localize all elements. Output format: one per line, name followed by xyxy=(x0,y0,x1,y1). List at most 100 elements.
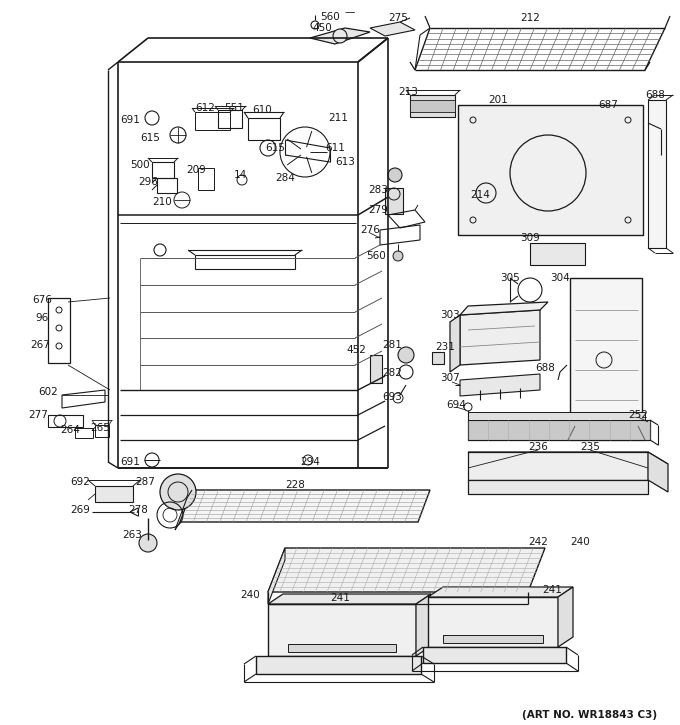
Text: 211: 211 xyxy=(328,113,348,123)
Text: 228: 228 xyxy=(285,480,305,490)
Polygon shape xyxy=(468,420,650,440)
Text: 693: 693 xyxy=(382,392,402,402)
Text: 560: 560 xyxy=(320,12,340,22)
Text: 610: 610 xyxy=(252,105,272,115)
Text: 688: 688 xyxy=(535,363,555,373)
Bar xyxy=(198,168,214,190)
Text: 209: 209 xyxy=(186,165,206,175)
Bar xyxy=(248,118,280,140)
Text: 287: 287 xyxy=(135,477,155,487)
Text: 602: 602 xyxy=(38,387,58,397)
Text: 212: 212 xyxy=(520,13,540,23)
Text: 294: 294 xyxy=(300,457,320,467)
Bar xyxy=(410,100,455,112)
Text: 235: 235 xyxy=(580,442,600,452)
Text: 500: 500 xyxy=(130,160,150,170)
Text: 283: 283 xyxy=(368,185,388,195)
Bar xyxy=(443,635,543,643)
Text: (ART NO. WR18843 C3): (ART NO. WR18843 C3) xyxy=(522,710,658,720)
Text: 252: 252 xyxy=(628,410,648,420)
Text: 676: 676 xyxy=(32,295,52,305)
Text: 450: 450 xyxy=(312,23,332,33)
Text: 275: 275 xyxy=(388,13,408,23)
Polygon shape xyxy=(416,594,431,656)
Text: 615: 615 xyxy=(265,143,285,153)
Text: 278: 278 xyxy=(128,505,148,515)
Text: 241: 241 xyxy=(330,593,350,603)
Text: 267: 267 xyxy=(30,340,50,350)
Text: 14: 14 xyxy=(233,170,247,180)
Bar xyxy=(530,243,585,265)
Text: 303: 303 xyxy=(440,310,460,320)
Bar xyxy=(370,355,382,383)
Text: 281: 281 xyxy=(382,340,402,350)
Polygon shape xyxy=(460,310,540,365)
Polygon shape xyxy=(256,656,421,674)
Circle shape xyxy=(393,251,403,261)
Text: 692: 692 xyxy=(70,477,90,487)
Circle shape xyxy=(398,347,414,363)
Polygon shape xyxy=(460,374,540,396)
Polygon shape xyxy=(468,480,648,494)
Text: 210: 210 xyxy=(152,197,172,207)
Circle shape xyxy=(160,474,196,510)
Circle shape xyxy=(388,168,402,182)
Polygon shape xyxy=(428,597,558,647)
Text: 615: 615 xyxy=(140,133,160,143)
Bar xyxy=(410,95,455,117)
Text: 241: 241 xyxy=(542,585,562,595)
Text: 612: 612 xyxy=(195,103,215,113)
Bar xyxy=(195,112,230,130)
Text: 304: 304 xyxy=(550,273,570,283)
Text: 611: 611 xyxy=(325,143,345,153)
Text: 265: 265 xyxy=(90,423,110,433)
Polygon shape xyxy=(268,548,545,592)
Bar xyxy=(95,486,133,502)
Polygon shape xyxy=(468,412,645,420)
Text: 242: 242 xyxy=(528,537,548,547)
Bar xyxy=(95,425,109,437)
Bar xyxy=(48,298,70,363)
Polygon shape xyxy=(450,315,460,372)
Bar xyxy=(385,188,403,214)
Text: 296: 296 xyxy=(138,177,158,187)
Polygon shape xyxy=(268,548,285,604)
Text: 551: 551 xyxy=(224,103,244,113)
Polygon shape xyxy=(180,490,430,522)
Text: 688: 688 xyxy=(645,90,665,100)
Text: 694: 694 xyxy=(446,400,466,410)
Text: 613: 613 xyxy=(335,157,355,167)
Bar xyxy=(648,100,666,248)
Text: 284: 284 xyxy=(275,173,295,183)
Text: 277: 277 xyxy=(28,410,48,420)
Bar xyxy=(195,255,295,269)
Bar xyxy=(570,278,642,426)
Text: 305: 305 xyxy=(500,273,520,283)
Circle shape xyxy=(333,29,347,43)
Polygon shape xyxy=(648,452,668,492)
Polygon shape xyxy=(558,587,573,647)
Text: 279: 279 xyxy=(368,205,388,215)
Bar xyxy=(432,352,444,364)
Bar xyxy=(288,644,396,652)
Bar xyxy=(75,428,93,438)
Text: 240: 240 xyxy=(570,537,590,547)
Text: 691: 691 xyxy=(120,457,140,467)
Polygon shape xyxy=(460,302,548,315)
Text: 687: 687 xyxy=(598,100,618,110)
Text: 236: 236 xyxy=(528,442,548,452)
Polygon shape xyxy=(458,105,643,235)
Bar xyxy=(48,415,83,427)
Polygon shape xyxy=(268,594,431,604)
Polygon shape xyxy=(268,604,416,656)
Bar xyxy=(152,162,174,178)
Text: 96: 96 xyxy=(35,313,49,323)
Text: 263: 263 xyxy=(122,530,142,540)
Text: 452: 452 xyxy=(346,345,366,355)
Circle shape xyxy=(139,534,157,552)
Text: —: — xyxy=(345,7,355,17)
Text: 240: 240 xyxy=(240,590,260,600)
Text: 231: 231 xyxy=(435,342,455,352)
Text: 213: 213 xyxy=(398,87,418,97)
Text: 276: 276 xyxy=(360,225,380,235)
